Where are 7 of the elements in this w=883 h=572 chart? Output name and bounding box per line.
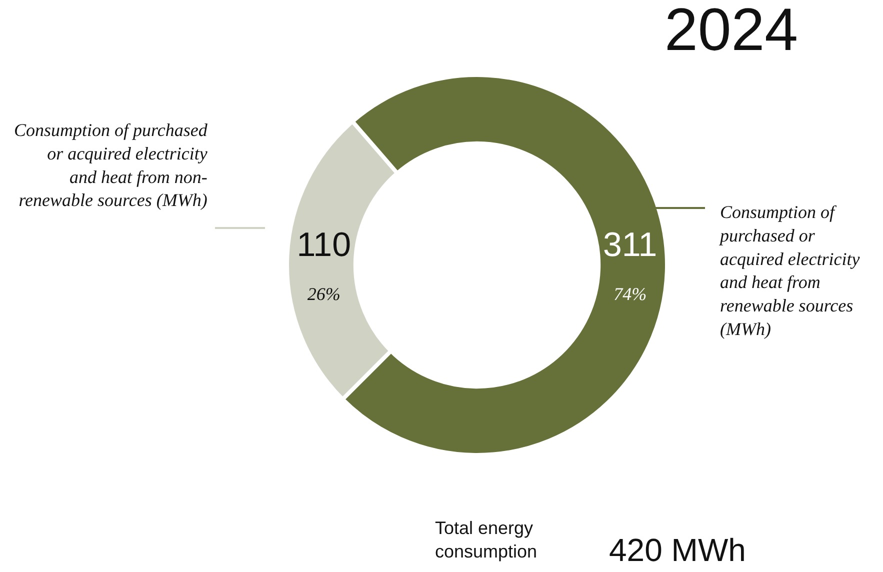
text: 420 MWh	[609, 532, 746, 568]
text: Total energy consumption	[435, 518, 538, 562]
slice-label: Consumption of purchased or acquired electricity and heat from renewable sources (MWh)	[718, 202, 860, 339]
data-label: 110 26%	[296, 226, 351, 304]
data-label: 311 74%	[603, 226, 658, 304]
slice-label: Consumption of purchased or acquired electricity and heat from non-renewable sources (MWh)	[14, 120, 208, 210]
chart-title: 2024	[664, 0, 798, 63]
